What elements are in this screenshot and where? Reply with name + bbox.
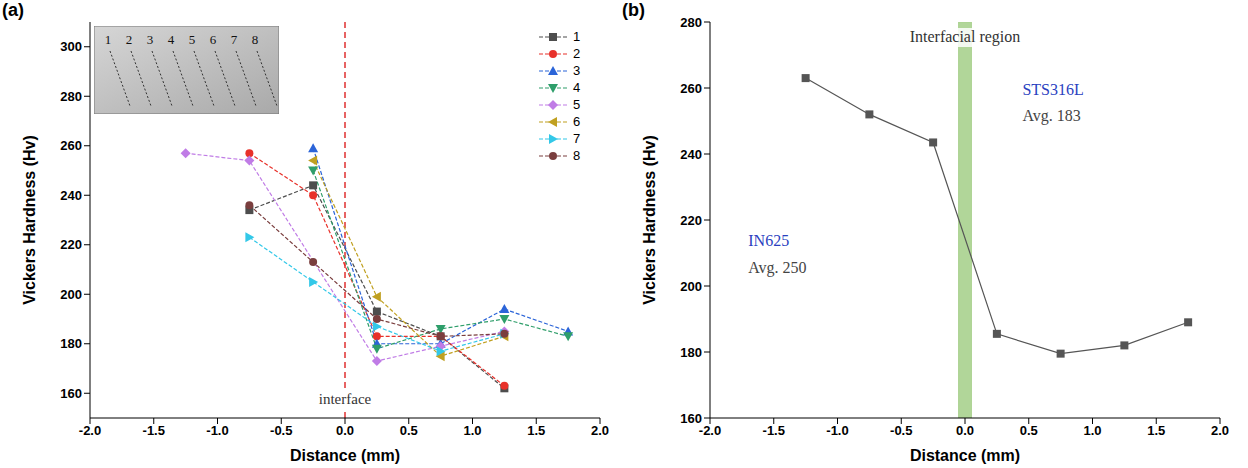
html-text:1: 1 — [573, 29, 581, 44]
svg-text:-1.5: -1.5 — [763, 423, 785, 438]
svg-text:-1.5: -1.5 — [143, 423, 165, 438]
svg-text:Distance (mm): Distance (mm) — [290, 447, 400, 464]
svg-text:Vickers Hardness (Hv): Vickers Hardness (Hv) — [21, 135, 38, 305]
svg-text:-1.0: -1.0 — [206, 423, 228, 438]
html-text:(b): (b) — [622, 0, 645, 20]
svg-text:1: 1 — [105, 32, 112, 47]
svg-text:0.0: 0.0 — [336, 423, 354, 438]
svg-text:-1.0: -1.0 — [826, 423, 848, 438]
svg-text:STS316L: STS316L — [1022, 81, 1083, 98]
svg-text:200: 200 — [60, 287, 82, 302]
svg-text:Vickers Hardness (Hv): Vickers Hardness (Hv) — [641, 135, 658, 305]
svg-text:2: 2 — [126, 32, 133, 47]
svg-text:5: 5 — [189, 32, 196, 47]
html-text:2: 2 — [573, 46, 581, 61]
html-text:(a): (a) — [2, 0, 24, 20]
svg-text:160: 160 — [680, 411, 702, 426]
svg-text:6: 6 — [210, 32, 217, 47]
svg-text:180: 180 — [60, 336, 82, 351]
svg-text:220: 220 — [680, 213, 702, 228]
svg-text:-2.0: -2.0 — [699, 423, 721, 438]
svg-text:0.0: 0.0 — [956, 423, 974, 438]
html-text:8: 8 — [573, 148, 581, 163]
html-text:6: 6 — [573, 114, 581, 129]
svg-text:Interfacial region: Interfacial region — [910, 28, 1021, 46]
svg-text:4: 4 — [168, 32, 175, 47]
svg-text:1.5: 1.5 — [1147, 423, 1165, 438]
svg-text:220: 220 — [60, 237, 82, 252]
svg-text:260: 260 — [680, 81, 702, 96]
svg-text:7: 7 — [231, 32, 238, 47]
svg-text:8: 8 — [252, 32, 259, 47]
svg-text:200: 200 — [680, 279, 702, 294]
svg-text:-0.5: -0.5 — [270, 423, 292, 438]
svg-text:240: 240 — [680, 147, 702, 162]
svg-text:Avg. 183: Avg. 183 — [1022, 107, 1080, 125]
svg-text:Avg. 250: Avg. 250 — [748, 259, 806, 277]
svg-text:1.5: 1.5 — [527, 423, 545, 438]
svg-text:280: 280 — [680, 15, 702, 30]
html-text:4: 4 — [573, 80, 581, 95]
svg-text:280: 280 — [60, 89, 82, 104]
svg-text:2.0: 2.0 — [591, 423, 609, 438]
html-text:5: 5 — [573, 97, 581, 112]
svg-text:interface: interface — [319, 391, 372, 407]
svg-text:240: 240 — [60, 188, 82, 203]
svg-text:180: 180 — [680, 345, 702, 360]
svg-text:300: 300 — [60, 39, 82, 54]
html-text:7: 7 — [573, 131, 581, 146]
svg-text:160: 160 — [60, 386, 82, 401]
svg-text:3: 3 — [147, 32, 154, 47]
svg-text:0.5: 0.5 — [400, 423, 418, 438]
svg-text:0.5: 0.5 — [1020, 423, 1038, 438]
svg-text:Distance (mm): Distance (mm) — [910, 447, 1020, 464]
svg-text:-0.5: -0.5 — [890, 423, 912, 438]
svg-text:2.0: 2.0 — [1211, 423, 1229, 438]
svg-text:-2.0: -2.0 — [79, 423, 101, 438]
html-text:3: 3 — [573, 63, 581, 78]
svg-text:1.0: 1.0 — [1083, 423, 1101, 438]
svg-text:1.0: 1.0 — [463, 423, 481, 438]
svg-text:IN625: IN625 — [748, 232, 789, 249]
svg-text:260: 260 — [60, 138, 82, 153]
